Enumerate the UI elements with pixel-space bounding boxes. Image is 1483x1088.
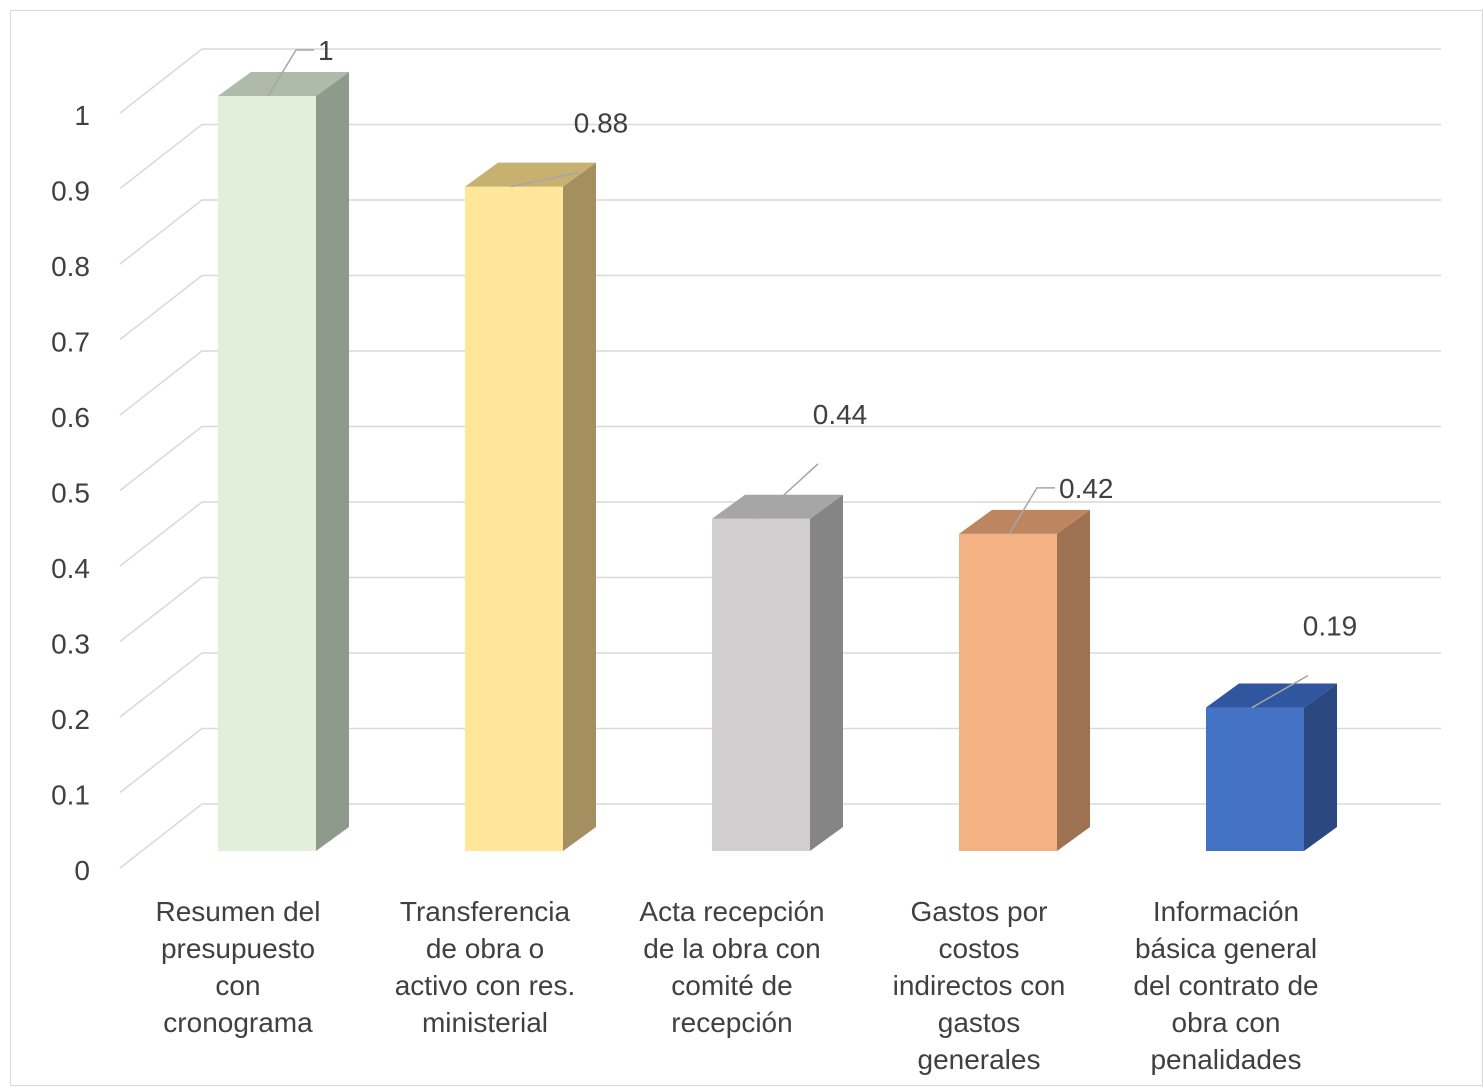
bar-front [959,533,1057,851]
category-label-line: Transferencia [400,896,571,927]
bar-top [218,72,349,96]
data-label: 0.42 [1059,473,1114,504]
side-gridline [119,727,203,794]
category-label-line: de la obra con [643,933,820,964]
bar-side [563,162,596,852]
bar-front [218,96,316,851]
leader-line [1008,487,1055,535]
data-label: 1 [318,35,334,66]
category-label: Acta recepción de la obra con comité de rec… [639,896,824,1038]
category-label-line: Resumen del [156,896,321,927]
x-axis-categories: Resumen del presupuesto con cronograma Trans… [156,896,1319,1075]
leader-line [1251,674,1309,709]
bar [712,494,843,851]
y-tick-label: 0 [74,855,90,886]
category-label-line: penalidades [1150,1044,1301,1075]
bars [218,72,1337,852]
bar-side [1057,509,1090,851]
side-gridline [119,425,203,492]
side-gridline [119,576,203,643]
side-gridline [119,123,203,190]
y-tick-label: 0.4 [51,553,90,584]
category-label-line: ministerial [422,1007,548,1038]
data-label: 0.88 [574,108,629,139]
side-gridline [119,48,203,114]
data-labels: 1 0.88 0.44 0.42 0.19 [267,35,1358,709]
bar-front [712,518,810,851]
bar [1206,683,1337,851]
category-label-line: gastos [938,1007,1021,1038]
category-label: Información básica general del contrato de… [1133,896,1318,1075]
category-label-line: del contrato de [1133,970,1318,1001]
category-label-line: activo con res. [395,970,576,1001]
leader-line [757,463,819,520]
category-label-line: Acta recepción [639,896,824,927]
y-tick-label: 0.2 [51,704,90,735]
bar-side [810,494,843,851]
bar-front [1206,707,1304,851]
side-gridline [119,350,203,416]
category-label-line: Gastos por [911,896,1048,927]
y-axis-ticks: 0 0.1 0.2 0.3 0.4 0.5 0.6 0.7 0.8 0.9 1 [51,100,90,886]
y-tick-label: 0.3 [51,629,90,660]
bar-top [712,494,843,519]
side-gridline [119,274,203,341]
category-label-line: Información [1153,896,1299,927]
side-gridline [119,501,203,567]
side-gridline [119,803,203,869]
bar-top [959,509,1090,534]
side-gridline [119,199,203,265]
y-tick-label: 0.6 [51,402,90,433]
side-gridline [119,652,203,718]
category-label-line: de obra o [426,933,544,964]
bar-side [316,72,349,851]
category-label-line: presupuesto [161,933,315,964]
category-label-line: indirectos con [893,970,1066,1001]
y-tick-label: 0.8 [51,251,90,282]
leader-line [267,49,314,97]
category-label: Transferencia de obra o activo con res. min… [395,896,576,1038]
category-label-line: costos [939,933,1020,964]
y-tick-label: 1 [74,100,90,131]
bar [959,509,1090,851]
bar-front [465,186,563,852]
data-label: 0.44 [813,399,868,430]
bar [218,72,349,851]
y-tick-label: 0.5 [51,478,90,509]
bar-side [1304,683,1337,851]
category-label-line: básica general [1135,933,1317,964]
bar [465,162,596,852]
category-label-line: generales [918,1044,1041,1075]
category-label-line: recepción [671,1007,792,1038]
category-label: Resumen del presupuesto con cronograma [156,896,321,1038]
category-label-line: con [215,970,260,1001]
y-tick-label: 0.7 [51,327,90,358]
y-tick-label: 0.1 [51,780,90,811]
leader-line [510,171,580,188]
data-label: 0.19 [1303,611,1358,642]
bar-top [465,162,596,187]
category-label: Gastos por costos indirectos con gastos gene… [893,896,1066,1075]
category-label-line: cronograma [163,1007,313,1038]
category-label-line: obra con [1172,1007,1281,1038]
category-label-line: comité de [671,970,792,1001]
y-tick-label: 0.9 [51,176,90,207]
